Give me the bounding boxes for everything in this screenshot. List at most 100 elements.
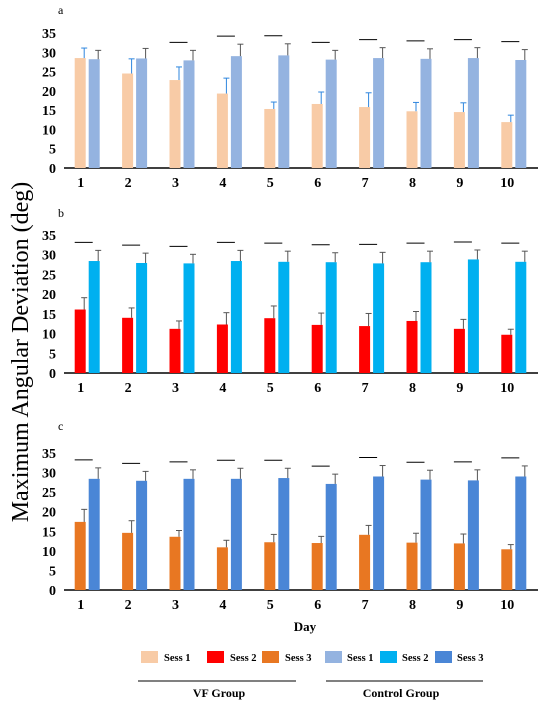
bar	[88, 59, 100, 168]
y-tick-label: 30	[42, 249, 56, 264]
bar	[183, 60, 195, 169]
bar	[264, 318, 276, 373]
legend-swatch-vf-sess1	[141, 651, 158, 663]
x-tick-label: 2	[125, 176, 132, 191]
bar	[136, 480, 148, 590]
bar	[467, 259, 479, 373]
x-tick-label: 3	[172, 598, 179, 613]
bar	[122, 317, 134, 373]
y-tick-label: 5	[49, 347, 56, 362]
bar	[122, 73, 134, 168]
y-tick-label: 5	[49, 564, 56, 579]
legend-swatch-ctrl-sess1	[325, 651, 342, 663]
bar	[515, 261, 527, 373]
y-tick-label: 10	[42, 123, 56, 138]
bar	[420, 58, 432, 168]
bar	[278, 55, 290, 168]
y-tick-label: 10	[42, 545, 56, 560]
bar	[169, 328, 181, 373]
legend-swatch-ctrl-sess2	[380, 651, 397, 663]
x-tick-label: 8	[409, 598, 416, 613]
bar	[406, 542, 418, 590]
x-tick-label: 4	[219, 598, 226, 613]
bar	[373, 58, 385, 169]
bar	[359, 534, 371, 590]
x-tick-label: 5	[267, 381, 274, 396]
y-tick-label: 20	[42, 288, 56, 303]
x-tick-label: 10	[500, 598, 514, 613]
x-axis-label: Day	[294, 619, 317, 634]
x-tick-label: 4	[219, 381, 226, 396]
bar	[311, 103, 323, 168]
x-tick-label: 2	[125, 381, 132, 396]
bar	[453, 112, 465, 168]
legend-label-ctrl-sess1: Sess 1	[347, 653, 374, 664]
bar	[88, 478, 100, 590]
bar	[74, 521, 86, 590]
legend-swatch-vf-sess3	[262, 651, 279, 663]
bar	[325, 59, 337, 168]
bar	[420, 479, 432, 590]
legend-label-vf-sess2: Sess 2	[230, 653, 257, 664]
bar	[467, 58, 479, 169]
panel-b: b 0 5 10 15 20 25 30 35 1 2 3 4 5 6 7 8 9 10	[42, 206, 538, 396]
bar	[311, 324, 323, 373]
bar	[230, 56, 242, 169]
y-tick-label: 35	[42, 229, 56, 244]
panel-label: a	[58, 3, 64, 17]
y-tick-label: 25	[42, 486, 56, 501]
bar	[373, 476, 385, 590]
y-tick-label: 20	[42, 506, 56, 521]
bar	[515, 60, 527, 168]
bar	[183, 478, 195, 590]
legend-label-ctrl-sess2: Sess 2	[402, 653, 429, 664]
y-tick-label: 25	[42, 66, 56, 81]
x-tick-label: 8	[409, 176, 416, 191]
x-tick-label: 1	[77, 598, 84, 613]
legend-swatch-vf-sess2	[207, 651, 224, 663]
bar	[325, 262, 337, 373]
bar	[136, 58, 148, 169]
y-tick-label: 35	[42, 27, 56, 42]
x-tick-label: 6	[314, 176, 321, 191]
bar	[264, 108, 276, 168]
bar	[359, 107, 371, 168]
legend-label-vf-sess3: Sess 3	[285, 653, 312, 664]
bar	[278, 478, 290, 590]
bar	[183, 263, 195, 373]
x-tick-label: 9	[456, 176, 463, 191]
x-tick-label: 7	[362, 176, 369, 191]
bar	[169, 536, 181, 590]
bar	[501, 334, 513, 373]
y-tick-label: 15	[42, 525, 56, 540]
y-tick-label: 15	[42, 308, 56, 323]
bar	[264, 542, 276, 590]
x-tick-label: 7	[362, 381, 369, 396]
vf-group-label: VF Group	[193, 686, 246, 700]
y-tick-label: 0	[49, 584, 56, 599]
x-tick-label: 9	[456, 381, 463, 396]
bar	[88, 261, 100, 373]
x-tick-label: 6	[314, 381, 321, 396]
bar	[359, 326, 371, 373]
bar	[501, 122, 513, 168]
y-tick-label: 30	[42, 46, 56, 61]
bar	[515, 476, 527, 590]
panel-c: c 0 5 10 15 20 25 30 35 1 2 3 4 5 6 7 8 9 10	[42, 419, 538, 613]
bar	[467, 480, 479, 590]
bar	[74, 58, 86, 169]
legend-label-vf-sess1: Sess 1	[164, 653, 191, 664]
bar	[453, 328, 465, 373]
x-tick-label: 9	[456, 598, 463, 613]
y-tick-label: 10	[42, 328, 56, 343]
y-tick-label: 0	[49, 367, 56, 382]
x-tick-label: 4	[219, 176, 226, 191]
bar	[216, 547, 228, 590]
bar	[230, 261, 242, 373]
y-axis-label: Maximum Angular Deviation (deg)	[8, 182, 34, 523]
x-tick-label: 3	[172, 176, 179, 191]
y-tick-label: 30	[42, 467, 56, 482]
x-tick-label: 10	[500, 381, 514, 396]
legend: Sess 1 Sess 2 Sess 3 Sess 1 Sess 2 Sess …	[138, 651, 484, 700]
